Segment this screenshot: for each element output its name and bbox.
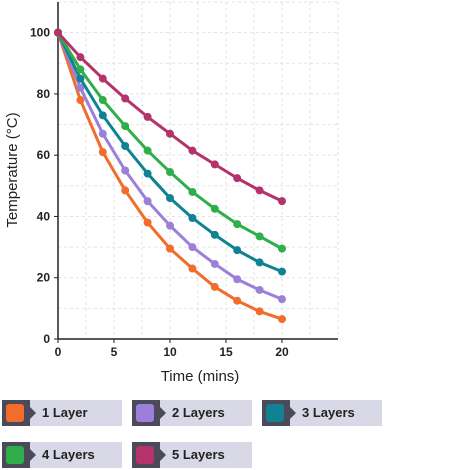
legend-item-4-layers: 4 Layers xyxy=(2,442,122,468)
data-point-series-2 xyxy=(255,285,264,294)
data-point-series-1 xyxy=(166,244,174,253)
data-point-series-3 xyxy=(98,111,107,120)
data-point-series-4 xyxy=(143,146,152,155)
data-point-series-4 xyxy=(166,168,174,177)
data-point-series-1 xyxy=(233,296,242,305)
x-axis-label: Time (mins) xyxy=(161,368,240,385)
x-tick-label: 10 xyxy=(163,345,177,359)
data-point-series-4 xyxy=(233,220,242,229)
data-point-series-4 xyxy=(76,65,85,74)
data-point-series-3 xyxy=(166,194,174,203)
legend: 1 Layer 2 Layers 3 Layers 4 Layers 5 Lay… xyxy=(0,398,464,470)
data-point-series-3 xyxy=(255,258,264,267)
y-tick-label: 40 xyxy=(37,209,51,223)
data-point-series-3 xyxy=(233,246,242,255)
data-point-series-5 xyxy=(54,28,62,37)
data-point-series-2 xyxy=(98,129,107,138)
data-point-series-2 xyxy=(210,259,219,268)
x-tick-label: 20 xyxy=(275,345,289,359)
data-point-series-1 xyxy=(278,315,286,324)
data-point-series-1 xyxy=(98,148,107,157)
legend-arrow-icon xyxy=(290,407,296,419)
legend-swatch-box xyxy=(2,400,30,426)
data-point-series-5 xyxy=(255,186,264,195)
legend-arrow-icon xyxy=(160,407,166,419)
legend-label: 2 Layers xyxy=(172,405,225,420)
y-tick-label: 100 xyxy=(30,26,50,40)
y-tick-label: 0 xyxy=(43,332,50,346)
data-point-series-1 xyxy=(76,96,85,105)
legend-arrow-icon xyxy=(160,449,166,461)
y-tick-label: 60 xyxy=(37,148,51,162)
legend-swatch-1-layer xyxy=(6,404,24,422)
legend-label: 3 Layers xyxy=(302,405,355,420)
data-point-series-2 xyxy=(76,83,85,92)
legend-label: 5 Layers xyxy=(172,447,225,462)
data-point-series-3 xyxy=(278,267,286,276)
data-point-series-4 xyxy=(121,122,130,131)
legend-swatch-4-layers xyxy=(6,446,24,464)
legend-swatch-2-layers xyxy=(136,404,154,422)
data-point-series-2 xyxy=(143,197,152,206)
data-point-series-4 xyxy=(98,96,107,105)
data-point-series-3 xyxy=(76,74,85,83)
legend-label: 1 Layer xyxy=(42,405,88,420)
y-tick-label: 20 xyxy=(37,271,51,285)
data-point-series-1 xyxy=(143,218,152,227)
data-point-series-5 xyxy=(166,129,174,138)
y-tick-label: 80 xyxy=(37,87,51,101)
x-tick-label: 0 xyxy=(55,345,62,359)
data-point-series-4 xyxy=(255,232,264,241)
data-point-series-3 xyxy=(210,230,219,239)
legend-swatch-box xyxy=(132,442,160,468)
legend-swatch-box xyxy=(262,400,290,426)
data-point-series-2 xyxy=(121,166,130,175)
data-point-series-5 xyxy=(233,174,242,183)
series-lines xyxy=(54,28,286,324)
legend-item-2-layers: 2 Layers xyxy=(132,400,252,426)
data-point-series-3 xyxy=(188,213,197,222)
data-point-series-1 xyxy=(121,186,130,195)
data-point-series-1 xyxy=(188,264,197,273)
y-axis-label: Temperature (°C) xyxy=(4,112,21,227)
legend-swatch-box xyxy=(2,442,30,468)
data-point-series-3 xyxy=(143,169,152,178)
legend-arrow-icon xyxy=(30,407,36,419)
data-point-series-5 xyxy=(121,94,130,103)
data-point-series-5 xyxy=(188,146,197,155)
x-tick-label: 15 xyxy=(219,345,233,359)
data-point-series-5 xyxy=(143,112,152,121)
data-point-series-1 xyxy=(210,282,219,291)
data-point-series-5 xyxy=(98,74,107,83)
data-point-series-3 xyxy=(121,141,130,150)
axes xyxy=(54,2,338,343)
grid xyxy=(57,1,339,339)
legend-item-1-layer: 1 Layer xyxy=(2,400,122,426)
tick-labels: 0 5 10 15 20 0 20 40 60 80 100 xyxy=(30,26,289,359)
legend-label: 4 Layers xyxy=(42,447,95,462)
data-point-series-2 xyxy=(188,243,197,252)
legend-swatch-5-layers xyxy=(136,446,154,464)
data-point-series-4 xyxy=(188,187,197,196)
data-point-series-5 xyxy=(278,197,286,206)
data-point-series-1 xyxy=(255,307,264,316)
data-point-series-4 xyxy=(278,244,286,253)
legend-swatch-box xyxy=(132,400,160,426)
legend-swatch-3-layers xyxy=(266,404,284,422)
data-point-series-2 xyxy=(233,275,242,284)
temperature-chart: 0 5 10 15 20 0 20 40 60 80 100 Time (mins) Tempera… xyxy=(4,1,339,385)
data-point-series-2 xyxy=(166,221,174,230)
data-point-series-4 xyxy=(210,204,219,213)
legend-item-5-layers: 5 Layers xyxy=(132,442,252,468)
x-tick-label: 5 xyxy=(111,345,118,359)
legend-arrow-icon xyxy=(30,449,36,461)
legend-item-3-layers: 3 Layers xyxy=(262,400,382,426)
data-point-series-2 xyxy=(278,295,286,304)
data-point-series-5 xyxy=(210,160,219,169)
data-point-series-5 xyxy=(76,53,85,62)
